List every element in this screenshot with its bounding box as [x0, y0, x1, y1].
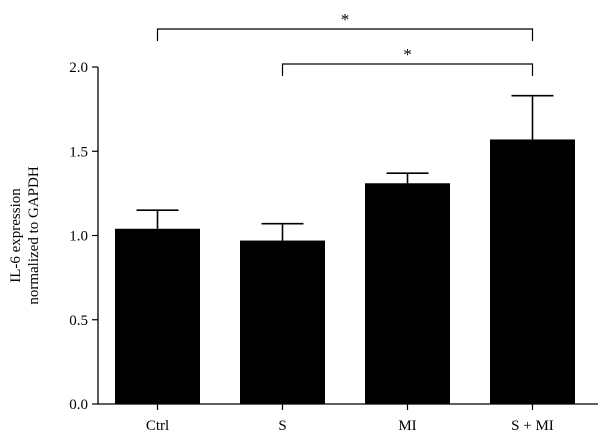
y-axis-title-line: IL-6 expression [8, 188, 24, 283]
bar [115, 228, 200, 404]
y-axis-title: IL-6 expression normalized to GAPDH [8, 166, 42, 304]
y-tick-label: 1.0 [69, 229, 88, 245]
bars [115, 139, 575, 404]
bar [365, 183, 450, 404]
error-bars [136, 94, 554, 241]
bar [490, 139, 575, 404]
bar [240, 240, 325, 404]
x-tick-label: S [278, 418, 286, 434]
x-tick-label: Ctrl [146, 418, 169, 434]
significance-brackets: ** [156, 10, 534, 76]
significance-label: * [341, 10, 350, 29]
y-tick-label: 0.5 [69, 313, 88, 329]
significance-label: * [403, 45, 412, 64]
y-axis-title-line: normalized to GAPDH [26, 166, 42, 304]
y-tick-label: 0.0 [69, 397, 88, 413]
y-tick-label: 2.0 [69, 60, 88, 76]
x-tick-label: MI [398, 418, 416, 434]
y-tick-label: 1.5 [69, 144, 88, 160]
significance-bracket [281, 63, 534, 76]
significance-bracket [156, 28, 534, 41]
x-tick-label: S + MI [511, 418, 554, 434]
